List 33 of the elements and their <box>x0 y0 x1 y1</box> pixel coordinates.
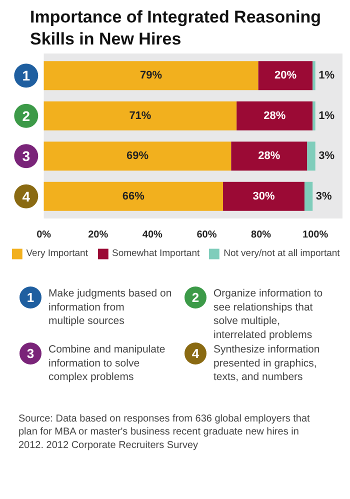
text: Organize information to see relationships that solve multiple, interrelated problems <box>214 288 323 341</box>
text: Make judgments based on information from multiple sources <box>48 288 172 328</box>
legend-label: Not very/not at all important <box>224 248 340 259</box>
data-label: 30% <box>252 190 275 202</box>
data-label: 3% <box>316 190 332 202</box>
legend-label: Very Important <box>26 248 88 259</box>
text: Synthesize information presented in graphics, texts, and numbers <box>214 344 320 384</box>
x-tick-label: 60% <box>196 230 217 240</box>
y-tick-label: 1 <box>22 68 30 84</box>
category-label: 4 <box>192 346 200 361</box>
data-label: 28% <box>264 110 286 122</box>
source-note: Source: Data based on responses from 636 global employers that plan for MBA or master's business recent graduate new hires in 2012. 2012 Corporate Recruiters Survey <box>18 414 310 451</box>
chart-title: Importance of Integrated Reasoning Skills in New Hires <box>30 8 321 48</box>
data-label: 28% <box>258 150 280 162</box>
x-tick-label: 0% <box>36 230 52 240</box>
category-label: 2 <box>192 290 200 305</box>
y-tick-label: 3 <box>22 148 30 164</box>
x-tick-label: 40% <box>142 230 163 240</box>
x-tick-label: 80% <box>251 230 272 240</box>
data-label: 20% <box>274 70 297 82</box>
data-label: 1% <box>318 110 335 122</box>
x-tick-label: 100% <box>302 230 328 240</box>
data-label: 3% <box>318 150 335 162</box>
data-label: 1% <box>318 70 335 82</box>
data-label: 66% <box>122 190 145 202</box>
legend-label: Somewhat Important <box>112 248 200 259</box>
y-tick-label: 4 <box>22 188 30 204</box>
text: Combine and manipulate information to solve complex problems <box>48 344 166 384</box>
data-label: 69% <box>126 150 149 162</box>
y-tick-label: 2 <box>22 108 30 124</box>
x-tick-label: 20% <box>88 230 108 240</box>
data-label: 71% <box>129 110 152 122</box>
data-label: 79% <box>140 70 162 82</box>
